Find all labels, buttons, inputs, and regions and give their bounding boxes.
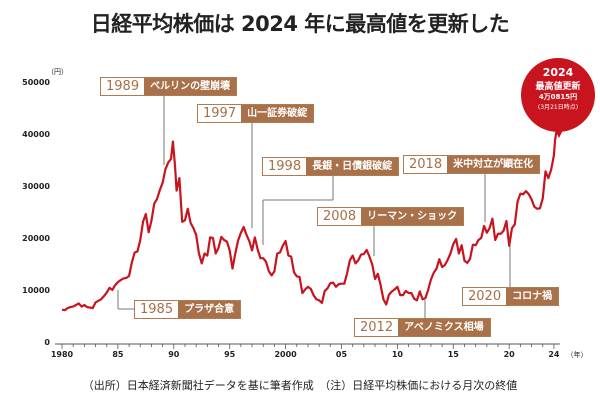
annotation-year: 2018 <box>409 157 443 172</box>
annotation-1997: 1997 山一証券破綻 <box>197 104 315 123</box>
x-tick-label: 05 <box>335 350 348 359</box>
y-tick-label: 50000 <box>22 78 50 87</box>
annotation-1989: 1989 ベルリンの壁崩壊 <box>100 77 238 96</box>
x-tick-label: 90 <box>168 350 180 359</box>
balloon-value: 4万0815円 <box>538 93 578 101</box>
annotation-year: 2008 <box>323 209 357 224</box>
source-note: （出所）日本経済新聞社データを基に筆者作成 （注）日経平均株価における月次の終値 <box>82 379 518 392</box>
record-high-balloon: 2024 最高値更新 4万0815円 (3月21日時点) <box>521 58 595 138</box>
y-tick-label: 20000 <box>22 234 50 243</box>
y-axis-unit: （円） <box>47 68 68 76</box>
balloon-title: 最高値更新 <box>535 82 581 92</box>
x-tick-label: 2000 <box>274 350 297 359</box>
chart-title: 日経平均株価は 2024 年に最高値を更新した <box>90 12 510 36</box>
x-tick-label: 20 <box>503 350 515 359</box>
y-tick-label: 10000 <box>22 286 50 295</box>
annotation-label: ベルリンの壁崩壊 <box>144 78 237 95</box>
series-line <box>61 131 558 312</box>
annotation-year: 1997 <box>203 106 237 121</box>
balloon-year: 2024 <box>542 66 574 79</box>
annotation-year: 2012 <box>360 320 394 335</box>
annotation-label: アベノミクス相場 <box>398 319 490 336</box>
annotation-2008: 2008 リーマン・ショック <box>317 207 465 226</box>
annotation-year: 1998 <box>268 159 302 174</box>
x-tick-label: 15 <box>447 350 459 359</box>
annotation-1998: 1998 長銀・日債銀破綻 <box>262 157 400 176</box>
annotation-label: プラザ合意 <box>178 301 241 318</box>
annotation-year: 2020 <box>468 289 502 304</box>
x-tick-label: 85 <box>112 350 124 359</box>
x-axis-unit: （年） <box>566 351 588 359</box>
annotation-year: 1985 <box>140 302 174 317</box>
y-tick-label: 40000 <box>22 130 50 139</box>
x-tick-label: 10 <box>391 350 403 359</box>
annotation-2012: 2012 アベノミクス相場 <box>354 318 491 337</box>
annotation-label: コロナ禍 <box>506 288 559 305</box>
balloon-date: (3月21日時点) <box>537 104 579 111</box>
annotation-2020: 2020 コロナ禍 <box>462 287 560 306</box>
y-tick-label: 30000 <box>22 182 50 191</box>
annotation-label: 山一証券破綻 <box>241 105 314 122</box>
x-tick-label: 95 <box>224 350 236 359</box>
annotation-year: 1989 <box>106 79 140 94</box>
x-tick-label: 24 <box>548 350 560 359</box>
annotation-2018: 2018 米中対立が顕在化 <box>403 155 541 174</box>
annotation-label: 長銀・日債銀破綻 <box>306 158 399 175</box>
y-tick-label: 0 <box>44 338 50 347</box>
x-tick-label: 1980 <box>50 350 74 359</box>
annotation-1985: 1985 プラザ合意 <box>134 300 242 319</box>
annotation-label: 米中対立が顕在化 <box>447 156 540 173</box>
annotation-label: リーマン・ショック <box>361 208 464 225</box>
